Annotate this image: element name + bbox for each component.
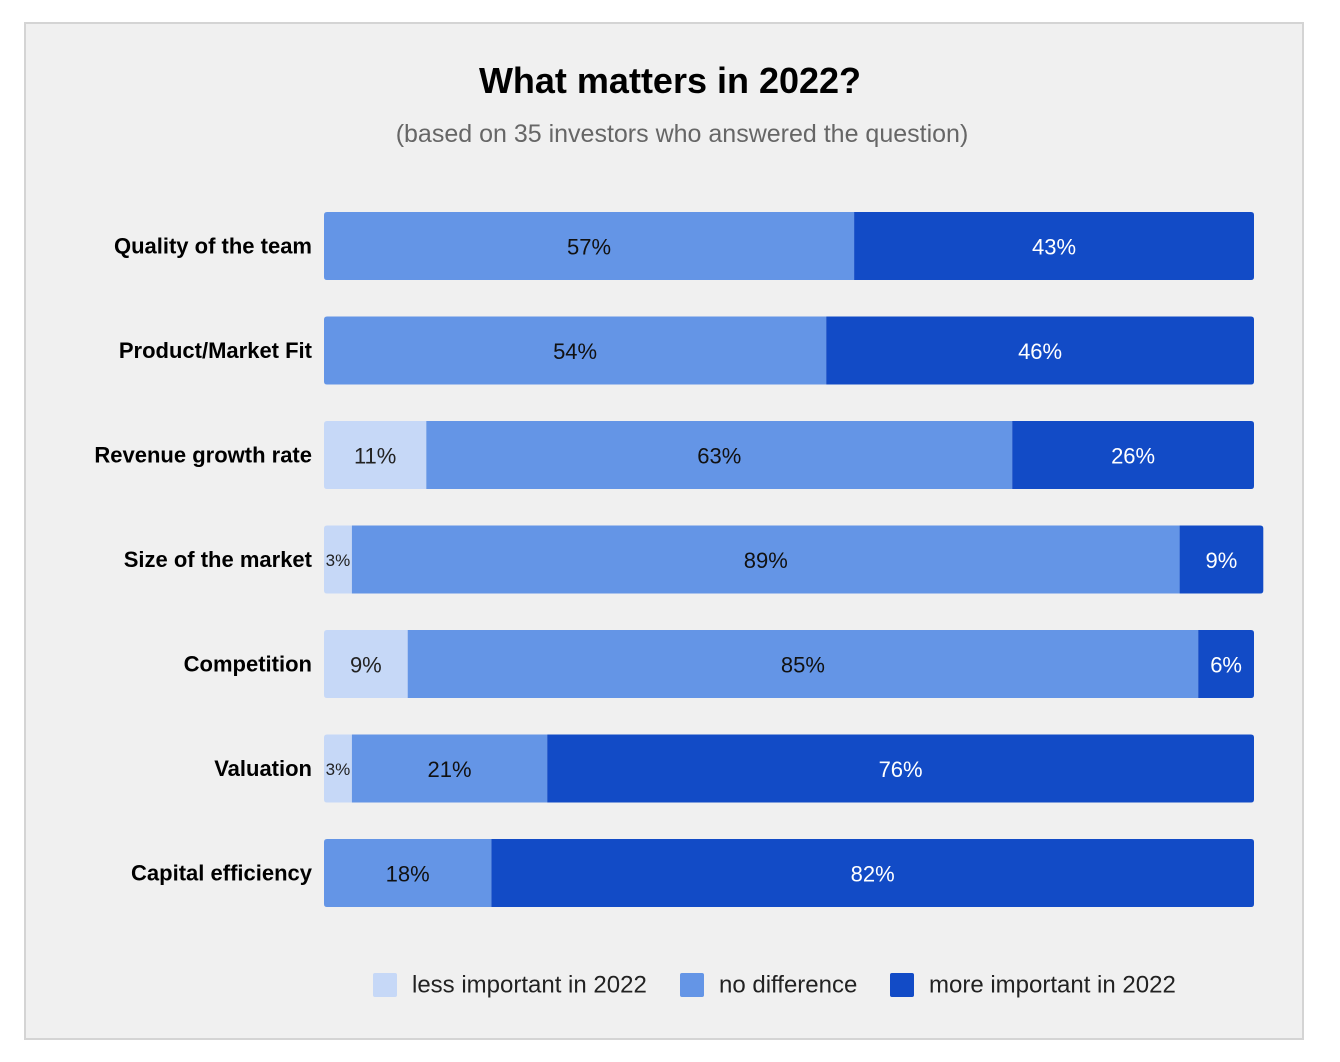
bar-segment-less-important-in-2022 <box>324 630 408 698</box>
data-label: 11% <box>354 444 396 469</box>
data-label: 63% <box>697 444 741 469</box>
category-label: Capital efficiency <box>131 861 313 886</box>
category-label: Competition <box>184 652 312 677</box>
data-label: 43% <box>1032 235 1076 260</box>
bar-segment-more-important-in-2022 <box>1179 525 1264 594</box>
legend-swatch <box>680 973 704 997</box>
bars-group: 57% 43% 54% 46% 11% 63% 26% 3% 89% 9% 9% 85% 6% 3% 21%… <box>324 212 1264 907</box>
bar-segment-no-difference <box>351 525 1180 594</box>
legend-swatch <box>373 973 397 997</box>
category-label: Size of the market <box>124 547 313 572</box>
data-label: 26% <box>1111 444 1155 469</box>
bar-row-product-market-fit: 54% 46% <box>324 316 1254 385</box>
bar-segment-no-difference <box>324 316 827 385</box>
bar-segment-no-difference <box>426 421 1013 489</box>
data-label: 85% <box>781 653 825 678</box>
data-label: 6% <box>1210 653 1242 678</box>
legend-item-less-important-in-2022: less important in 2022 <box>373 972 647 999</box>
bar-row-revenue-growth-rate: 11% 63% 26% <box>324 421 1254 489</box>
bar-segment-no-difference <box>351 734 548 803</box>
bar-row-quality-of-the-team: 57% 43% <box>324 212 1254 280</box>
bar-row-capital-efficiency: 18% 82% <box>324 839 1254 907</box>
legend-label: more important in 2022 <box>929 972 1176 999</box>
data-label: 82% <box>851 862 895 887</box>
bar-segment-more-important-in-2022 <box>547 734 1254 803</box>
legend: less important in 2022 no difference more … <box>373 972 1176 999</box>
data-label: 54% <box>553 339 597 364</box>
data-label: 46% <box>1018 339 1062 364</box>
chart-subtitle: (based on 35 investors who answered the … <box>395 120 969 148</box>
bar-segment-no-difference <box>324 839 492 907</box>
category-label: Revenue growth rate <box>94 443 312 468</box>
legend-item-no-difference: no difference <box>680 972 857 999</box>
bar-segment-more-important-in-2022 <box>491 839 1254 907</box>
data-label: 3% <box>326 551 351 570</box>
bar-segment-less-important-in-2022 <box>324 421 427 489</box>
legend-label: less important in 2022 <box>412 972 647 999</box>
bar-row-competition: 9% 85% 6% <box>324 630 1254 698</box>
bar-segment-more-important-in-2022 <box>826 316 1254 385</box>
bar-segment-no-difference <box>407 630 1199 698</box>
legend-item-more-important-in-2022: more important in 2022 <box>890 972 1176 999</box>
bar-segment-more-important-in-2022 <box>1012 421 1254 489</box>
data-label: 9% <box>1206 548 1238 573</box>
bar-segment-no-difference <box>324 212 855 280</box>
bar-row-size-of-the-market: 3% 89% 9% <box>324 525 1264 594</box>
category-label: Quality of the team <box>114 234 312 259</box>
category-label: Valuation <box>214 756 312 781</box>
bar-row-valuation: 3% 21% 76% <box>324 734 1254 803</box>
bar-segment-less-important-in-2022 <box>324 525 352 594</box>
bar-segment-more-important-in-2022 <box>1198 630 1254 698</box>
data-label: 3% <box>326 760 351 779</box>
data-label: 9% <box>350 653 382 678</box>
legend-swatch <box>890 973 914 997</box>
category-label: Product/Market Fit <box>119 338 313 363</box>
category-labels-group: Quality of the team Product/Market Fit Rev… <box>94 234 312 886</box>
data-label: 21% <box>428 757 472 782</box>
data-label: 89% <box>744 548 788 573</box>
legend-label: no difference <box>719 972 857 999</box>
bar-segment-less-important-in-2022 <box>324 734 352 803</box>
data-label: 18% <box>386 862 430 887</box>
bar-segment-more-important-in-2022 <box>854 212 1254 280</box>
data-label: 76% <box>879 757 923 782</box>
chart-title: What matters in 2022? <box>478 60 862 101</box>
data-label: 57% <box>567 235 611 260</box>
